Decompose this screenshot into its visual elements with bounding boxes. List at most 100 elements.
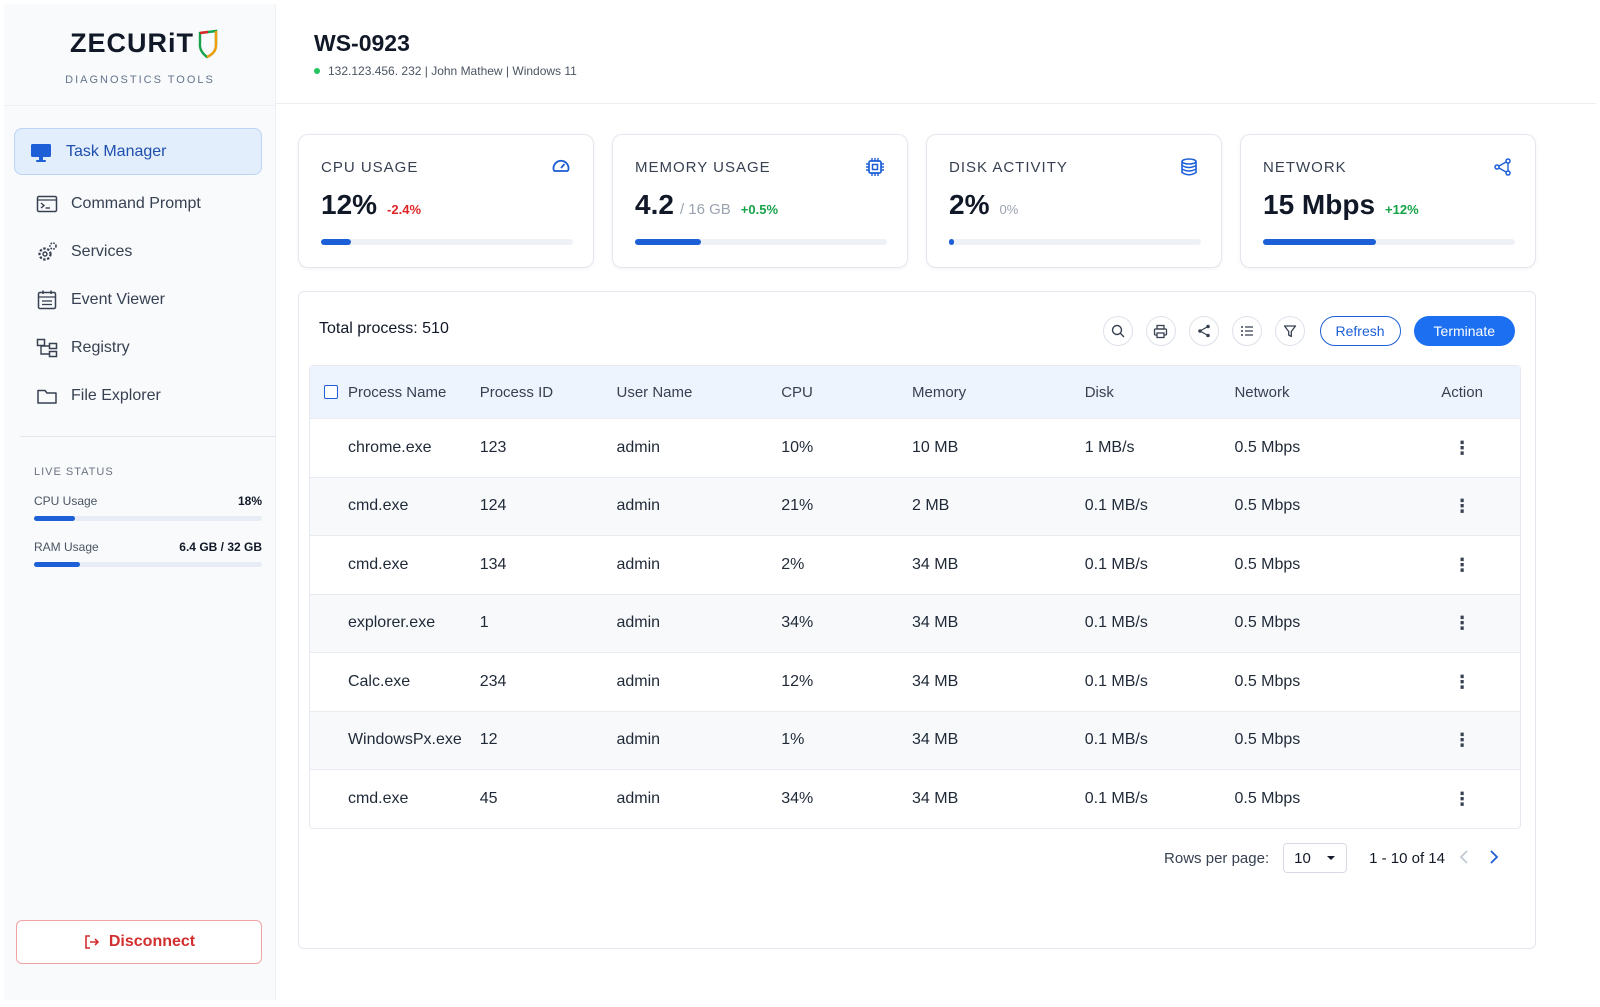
live-cpu-bar-fill	[34, 516, 76, 521]
table-cell: 0.5 Mbps	[1234, 497, 1301, 515]
card-label: DISK ACTIVITY	[949, 159, 1068, 176]
table-cell: WindowsPx.exe	[347, 731, 462, 749]
table-cell: 0.5 Mbps	[1234, 438, 1301, 456]
column-header: Action	[1441, 383, 1483, 401]
card-label: MEMORY USAGE	[635, 159, 771, 176]
online-status-dot	[314, 68, 320, 74]
sidebar-item-registry[interactable]: Registry	[14, 324, 262, 371]
prev-page-button[interactable]	[1459, 848, 1469, 869]
table-row[interactable]: cmd.exe 134 admin 2% 34 MB 0.1 MB/s 0.5 Mbps ⋮	[310, 535, 1520, 594]
card-delta: +12%	[1385, 202, 1419, 217]
card-value-sub: / 16 GB	[679, 201, 731, 218]
table-row[interactable]: WindowsPx.exe 12 admin 1% 34 MB 0.1 MB/s 0.5 M…	[310, 710, 1520, 769]
host-title: WS-0923	[314, 30, 410, 56]
row-actions-cell: ⋮	[1404, 731, 1520, 749]
kebab-menu-icon[interactable]: ⋮	[1453, 788, 1472, 809]
sidebar-item-command-prompt[interactable]: Command Prompt	[14, 180, 262, 227]
list-icon	[1240, 326, 1253, 336]
sidebar-item-label: Command Prompt	[71, 194, 201, 212]
column-header[interactable]: Disk	[1084, 383, 1114, 401]
table-row[interactable]: explorer.exe 1 admin 34% 34 MB 0.1 MB/s 0.5 Mb…	[310, 593, 1520, 652]
kebab-menu-icon[interactable]: ⋮	[1453, 496, 1472, 517]
table-cell: 34 MB	[912, 789, 959, 807]
pagination: Rows per page: 10 1 - 10 of 14	[1164, 843, 1499, 873]
table-row[interactable]: Calc.exe 234 admin 12% 34 MB 0.1 MB/s 0.5 Mbps…	[310, 652, 1520, 711]
card-value: 4.2 / 16 GB +0.5%	[635, 189, 778, 221]
search-button[interactable]	[1102, 316, 1133, 346]
columns-button[interactable]	[1231, 316, 1262, 346]
table-row[interactable]: cmd.exe 45 admin 34% 34 MB 0.1 MB/s 0.5 Mbps ⋮	[310, 769, 1520, 828]
table-cell: 0.1 MB/s	[1084, 614, 1148, 632]
table-cell: 1 MB/s	[1084, 438, 1135, 456]
card-label: CPU USAGE	[321, 159, 419, 176]
table-cell: 2%	[781, 555, 805, 573]
cpu-usage-card: CPU USAGE 12% -2.4%	[298, 134, 594, 268]
disk-activity-card: DISK ACTIVITY 2% 0%	[926, 134, 1222, 268]
table-cell: 2 MB	[912, 497, 950, 515]
process-table: Process Name Process ID User Name CPU Me…	[309, 365, 1521, 829]
print-button[interactable]	[1145, 316, 1176, 346]
table-cell: 34 MB	[912, 731, 959, 749]
database-icon	[1181, 158, 1197, 176]
share-button[interactable]	[1188, 316, 1219, 346]
table-cell: admin	[616, 614, 661, 632]
live-status-title: LIVE STATUS	[34, 466, 114, 478]
column-header[interactable]: CPU	[781, 383, 813, 401]
table-cell: cmd.exe	[347, 555, 409, 573]
sidebar-item-event-viewer[interactable]: Event Viewer	[14, 276, 262, 323]
rows-per-page-select[interactable]: 10	[1283, 843, 1348, 873]
terminate-button[interactable]: Terminate	[1413, 316, 1515, 346]
sidebar-nav: Task Manager Command Prompt Services Eve…	[14, 128, 262, 420]
table-cell: cmd.exe	[347, 789, 409, 807]
print-icon	[1153, 324, 1168, 338]
live-ram-row: RAM Usage 6.4 GB / 32 GB	[34, 540, 262, 554]
sidebar-item-label: Event Viewer	[71, 290, 165, 308]
kebab-menu-icon[interactable]: ⋮	[1453, 671, 1472, 692]
column-header[interactable]: Network	[1234, 383, 1290, 401]
caret-down-icon	[1327, 856, 1336, 860]
sidebar-item-services[interactable]: Services	[14, 228, 262, 275]
live-cpu-label: CPU Usage	[34, 494, 98, 508]
card-progress-fill	[949, 239, 955, 245]
column-header[interactable]: User Name	[616, 383, 693, 401]
table-cell: 21%	[781, 497, 814, 515]
card-value: 2% 0%	[949, 189, 1018, 221]
table-cell: 10 MB	[912, 438, 959, 456]
table-toolbar: Refresh Terminate	[1102, 316, 1515, 346]
table-cell: admin	[616, 555, 661, 573]
brand: ZECURiT DIAGNOSTICS TOOLS	[4, 4, 276, 106]
filter-button[interactable]	[1274, 316, 1305, 346]
kebab-menu-icon[interactable]: ⋮	[1453, 437, 1472, 458]
column-header[interactable]: Memory	[912, 383, 967, 401]
refresh-button[interactable]: Refresh	[1319, 316, 1401, 346]
next-page-button[interactable]	[1489, 848, 1499, 869]
card-progress-bar	[635, 239, 887, 245]
table-row[interactable]: cmd.exe 124 admin 21% 2 MB 0.1 MB/s 0.5 Mbps ⋮	[310, 476, 1520, 535]
column-header[interactable]: Process Name	[347, 383, 447, 401]
table-cell: 0.5 Mbps	[1234, 731, 1301, 749]
kebab-menu-icon[interactable]: ⋮	[1453, 613, 1472, 634]
live-ram-bar	[34, 562, 262, 567]
card-progress-bar	[949, 239, 1201, 245]
sidebar-item-file-explorer[interactable]: File Explorer	[14, 372, 262, 419]
card-progress-bar	[1263, 239, 1515, 245]
sidebar-item-task-manager[interactable]: Task Manager	[14, 128, 262, 175]
page-range: 1 - 10 of 14	[1369, 849, 1445, 867]
registry-tree-icon	[36, 337, 58, 359]
table-cell: admin	[616, 497, 661, 515]
monitor-icon	[30, 141, 52, 163]
row-actions-cell: ⋮	[1404, 497, 1520, 515]
kebab-menu-icon[interactable]: ⋮	[1453, 554, 1472, 575]
card-value-main: 15 Mbps	[1263, 189, 1376, 220]
live-cpu-bar	[34, 516, 262, 521]
select-all-cell	[310, 385, 348, 399]
column-header[interactable]: Process ID	[479, 383, 554, 401]
kebab-menu-icon[interactable]: ⋮	[1453, 730, 1472, 751]
page-header: WS-0923 132.123.456. 232 | John Mathew |…	[276, 4, 1596, 104]
disconnect-button[interactable]: Disconnect	[16, 920, 262, 964]
table-row[interactable]: chrome.exe 123 admin 10% 10 MB 1 MB/s 0.5 Mbps…	[310, 418, 1520, 477]
table-cell: 0.1 MB/s	[1084, 789, 1148, 807]
card-progress-fill	[321, 239, 352, 245]
row-actions-cell: ⋮	[1404, 790, 1520, 808]
select-all-checkbox[interactable]	[323, 385, 338, 399]
